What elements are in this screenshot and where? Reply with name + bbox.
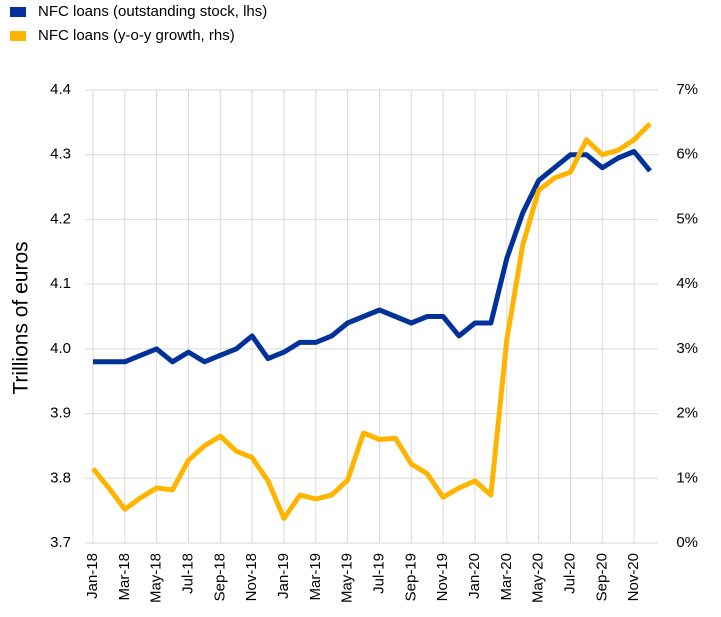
y-tick-label: 3.8 [50, 469, 71, 486]
legend-swatch [10, 7, 26, 17]
series-line [91, 121, 652, 521]
x-tick-label: Mar-18 [116, 553, 133, 601]
legend-swatch [10, 31, 26, 41]
y2-tick-label: 5% [676, 210, 698, 227]
x-tick-label: Nov-20 [625, 553, 642, 601]
y-tick-label: 4.1 [50, 275, 71, 292]
x-tick-label: May-20 [530, 553, 547, 603]
y2-tick-label: 7% [676, 81, 698, 98]
x-tick-label: Mar-19 [307, 553, 324, 601]
x-tick-label: Jul-20 [561, 553, 578, 594]
y2-tick-label: 2% [676, 405, 698, 422]
x-tick-label: Jan-20 [466, 553, 483, 599]
x-tick-label: Jan-18 [84, 553, 101, 599]
x-tick-label: Sep-18 [211, 553, 228, 601]
y-tick-label: 4.0 [50, 340, 71, 357]
y-axis-label: Trillions of euros [10, 241, 33, 394]
legend-label: NFC loans (outstanding stock, lhs) [38, 3, 267, 20]
y2-tick-label: 3% [676, 340, 698, 357]
y-tick-label: 3.9 [50, 405, 71, 422]
y-tick-label: 3.7 [50, 534, 71, 551]
x-tick-label: Sep-19 [402, 553, 419, 601]
y2-tick-label: 4% [676, 275, 698, 292]
legend-label: NFC loans (y-o-y growth, rhs) [38, 27, 235, 44]
x-tick-label: Nov-19 [434, 553, 451, 601]
x-tick-label: Jul-19 [370, 553, 387, 594]
y-tick-label: 4.3 [50, 146, 71, 163]
y2-tick-label: 0% [676, 534, 698, 551]
y2-tick-label: 6% [676, 146, 698, 163]
x-tick-label: Jan-19 [275, 553, 292, 599]
x-tick-label: Jul-18 [179, 553, 196, 594]
series-line [93, 149, 652, 365]
x-tick-label: May-18 [148, 553, 165, 603]
y-tick-label: 4.4 [50, 81, 71, 98]
x-tick-label: Sep-20 [593, 553, 610, 601]
x-tick-label: Nov-18 [243, 553, 260, 601]
y-tick-label: 4.2 [50, 210, 71, 227]
y2-tick-label: 1% [676, 469, 698, 486]
x-tick-label: May-19 [339, 553, 356, 603]
x-tick-label: Mar-20 [498, 553, 515, 601]
